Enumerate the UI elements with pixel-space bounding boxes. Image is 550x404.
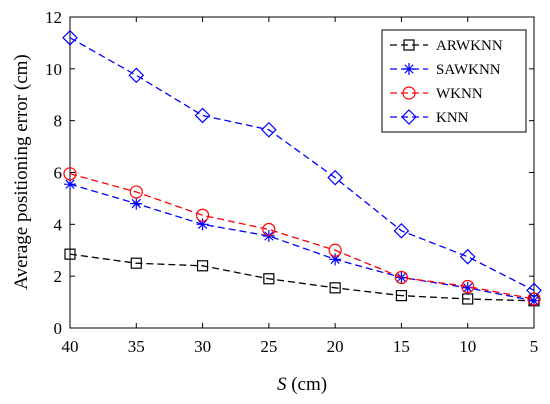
y-tick-label: 8 bbox=[54, 112, 63, 131]
y-tick-label: 0 bbox=[54, 319, 63, 338]
x-tick-label: 20 bbox=[327, 337, 344, 356]
series-line-wknn bbox=[69, 173, 535, 300]
data-point-wknn bbox=[129, 185, 143, 199]
data-point-knn bbox=[393, 222, 410, 239]
legend-marker-knn bbox=[401, 109, 417, 125]
legend-label-knn: KNN bbox=[436, 110, 469, 126]
x-tick-label: 40 bbox=[62, 337, 79, 356]
data-point-sawknn bbox=[528, 294, 540, 307]
data-point-knn bbox=[62, 29, 78, 46]
data-point-wknn bbox=[461, 279, 475, 294]
data-point-knn bbox=[327, 169, 343, 186]
data-point-knn bbox=[128, 67, 145, 84]
data-point-arwknn bbox=[263, 273, 275, 285]
legend-label-sawknn: SAWKNN bbox=[436, 62, 501, 78]
data-point-sawknn bbox=[329, 253, 342, 266]
x-axis-title-variable: S bbox=[277, 374, 287, 395]
series-wknn bbox=[63, 167, 541, 306]
data-point-sawknn bbox=[461, 281, 474, 294]
legend-marker-sawknn bbox=[403, 63, 415, 75]
y-axis-title: Average positioning error (cm) bbox=[11, 54, 32, 289]
x-tick-label: 30 bbox=[194, 337, 211, 356]
x-tick-label: 25 bbox=[260, 337, 277, 356]
x-axis-title-unit: (cm) bbox=[286, 374, 327, 395]
y-axis-ticks: 0 2 4 6 8 10 12 bbox=[45, 8, 534, 338]
data-point-wknn bbox=[394, 270, 409, 285]
series-line-arwknn bbox=[69, 253, 535, 302]
x-tick-label: 5 bbox=[530, 337, 539, 356]
x-axis-ticks: 40 35 30 25 20 15 10 5 bbox=[62, 17, 539, 356]
data-point-wknn bbox=[195, 208, 210, 222]
legend-label-wknn: WKNN bbox=[436, 86, 483, 102]
series-line-sawknn bbox=[69, 183, 535, 302]
y-tick-label: 4 bbox=[54, 215, 63, 234]
data-point-knn bbox=[194, 107, 211, 124]
data-point-arwknn bbox=[130, 257, 142, 269]
x-tick-label: 15 bbox=[393, 337, 410, 356]
data-point-arwknn bbox=[329, 282, 341, 294]
y-tick-label: 12 bbox=[45, 8, 62, 27]
x-tick-label: 10 bbox=[459, 337, 476, 356]
data-point-knn bbox=[261, 121, 277, 138]
y-tick-label: 10 bbox=[45, 60, 62, 79]
data-point-arwknn bbox=[462, 293, 474, 305]
data-point-arwknn bbox=[64, 248, 76, 260]
data-point-wknn bbox=[328, 243, 342, 257]
data-point-arwknn bbox=[395, 290, 408, 302]
data-point-wknn bbox=[527, 292, 541, 306]
series-line-knn bbox=[69, 37, 535, 292]
legend-label-arwknn: ARWKNN bbox=[436, 38, 503, 54]
series-arwknn bbox=[64, 248, 540, 307]
x-axis-title: S (cm) bbox=[277, 374, 327, 395]
x-tick-label: 35 bbox=[128, 337, 145, 356]
y-tick-label: 2 bbox=[54, 267, 63, 286]
data-point-wknn bbox=[63, 167, 77, 181]
series-layer bbox=[62, 29, 542, 307]
legend-marker-wknn bbox=[402, 86, 416, 100]
legend: ARWKNN SAWKNN WKNN KNN bbox=[381, 29, 527, 133]
data-point-knn bbox=[526, 282, 542, 299]
legend-box bbox=[381, 29, 527, 133]
data-point-sawknn bbox=[196, 218, 209, 231]
legend-marker-arwknn bbox=[403, 39, 415, 51]
data-point-knn bbox=[459, 248, 476, 265]
data-point-wknn bbox=[262, 222, 276, 237]
series-knn bbox=[62, 29, 542, 299]
y-tick-label: 6 bbox=[54, 164, 63, 183]
data-point-sawknn bbox=[130, 197, 143, 210]
data-point-sawknn bbox=[64, 178, 76, 191]
data-point-arwknn bbox=[196, 260, 209, 272]
